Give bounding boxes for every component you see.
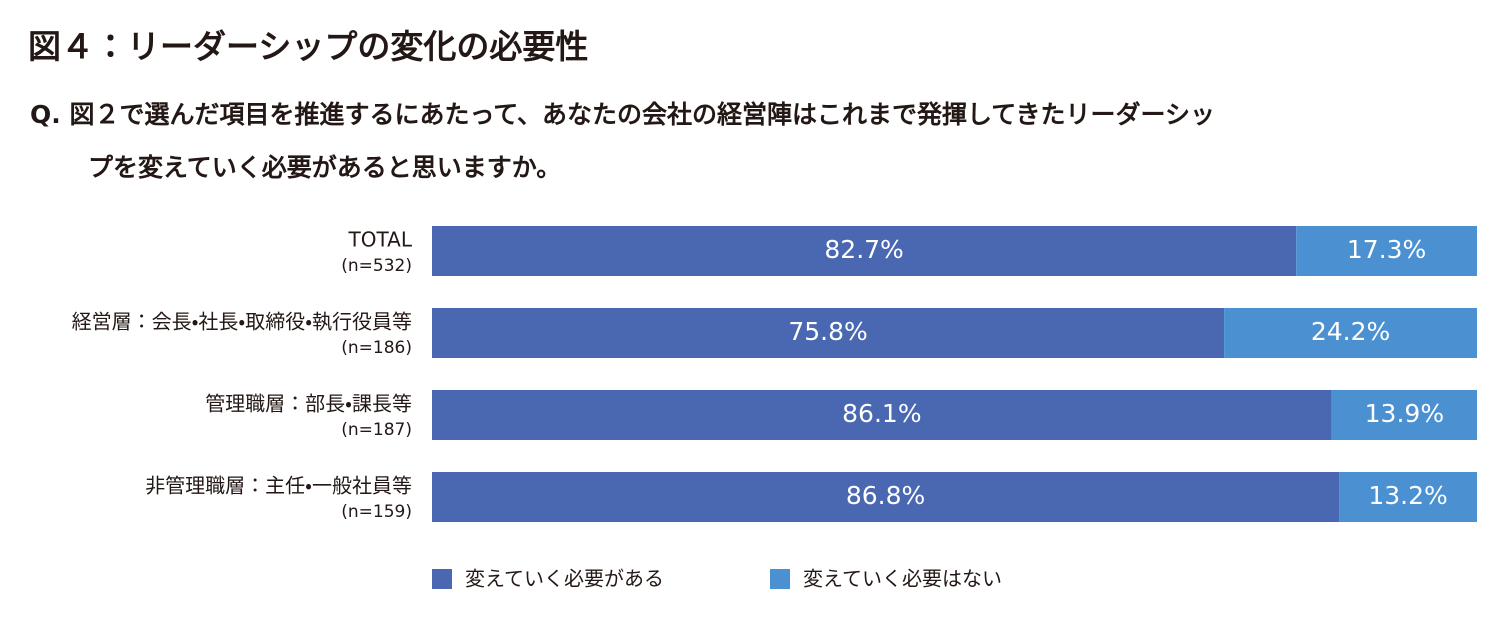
legend-swatch xyxy=(770,569,790,589)
value-label: 86.8% xyxy=(846,481,925,510)
category-label: 管理職層：部長・課長等 xyxy=(205,392,412,416)
value-label: 13.2% xyxy=(1368,481,1447,510)
bar-segment xyxy=(1339,472,1477,522)
value-label: 82.7% xyxy=(824,235,903,264)
value-label: 75.8% xyxy=(788,317,867,346)
question: プを変えていく必要があると思いますか。 xyxy=(88,153,562,182)
chart-title: 図４：リーダーシップの変化の必要性 xyxy=(28,27,589,66)
bar-segment xyxy=(1224,308,1477,358)
bar-segment xyxy=(1331,390,1477,440)
category-label: 経営層：会長・社長・取締役・執行役員等 xyxy=(72,310,412,334)
bar-segment xyxy=(432,390,1332,440)
question: Q. 図２で選んだ項目を推進するにあたって、あなたの会社の経営陣はこれまで発揮し… xyxy=(30,100,1215,129)
legend-label: 変えていく必要がある xyxy=(465,567,664,591)
value-label: 17.3% xyxy=(1347,235,1426,264)
bar-segment xyxy=(432,308,1225,358)
category-label: TOTAL xyxy=(348,228,413,252)
value-label: 13.9% xyxy=(1365,399,1444,428)
sample-size: (n=186) xyxy=(341,338,412,358)
legend-label: 変えていく必要はない xyxy=(803,567,1002,591)
legend-swatch xyxy=(432,569,452,589)
value-label: 24.2% xyxy=(1311,317,1390,346)
sample-size: (n=159) xyxy=(341,502,412,522)
sample-size: (n=187) xyxy=(341,420,412,440)
bar-segment xyxy=(432,472,1340,522)
value-label: 86.1% xyxy=(842,399,921,428)
bar-segment xyxy=(432,226,1297,276)
category-label: 非管理職層：主任・一般社員等 xyxy=(145,474,412,498)
bar-segment xyxy=(1296,226,1477,276)
sample-size: (n=532) xyxy=(341,256,412,276)
